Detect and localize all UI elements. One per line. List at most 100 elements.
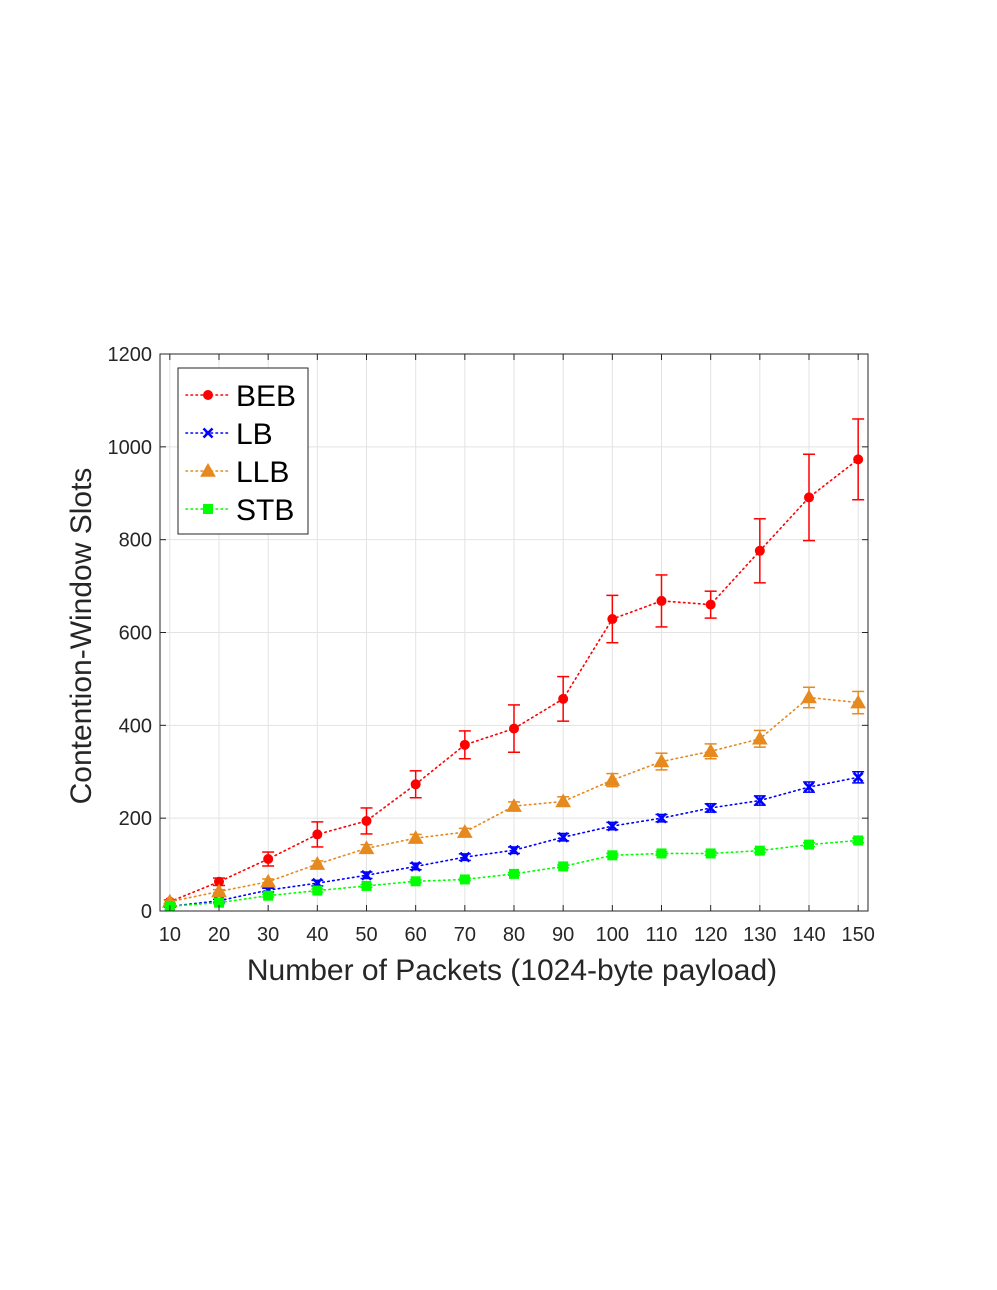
x-tick-label: 10 <box>159 924 181 946</box>
legend-label: LB <box>236 418 273 451</box>
legend-marker <box>203 390 213 400</box>
data-point-llb <box>309 856 326 870</box>
data-point-llb <box>555 793 572 808</box>
data-point-llb <box>506 798 522 812</box>
legend-label: STB <box>236 494 294 527</box>
legend-label: BEB <box>236 380 296 413</box>
y-axis-label: Contention-Window Slots <box>65 468 98 805</box>
y-tick-label: 400 <box>119 715 152 737</box>
data-point-llb <box>801 689 817 704</box>
data-point-stb <box>263 890 274 901</box>
ticks <box>160 353 868 912</box>
y-tick-label: 800 <box>119 530 152 552</box>
marker-stroke <box>361 869 372 881</box>
marker-stroke <box>606 820 618 832</box>
x-tick-label: 70 <box>454 924 476 946</box>
data-point-beb <box>410 779 421 790</box>
data-point-lb <box>705 802 717 814</box>
data-point-stb <box>607 850 618 861</box>
data-point-beb <box>509 723 519 734</box>
data-point-llb <box>751 730 768 745</box>
x-tick-label: 150 <box>841 924 874 946</box>
x-axis-label: Number of Packets (1024-byte payload) <box>247 954 777 987</box>
x-tick-label: 90 <box>552 924 574 946</box>
data-point-beb <box>558 693 569 704</box>
data-point-beb <box>705 599 716 610</box>
legend-box <box>177 367 309 535</box>
legend-marker <box>200 462 216 477</box>
series-layer <box>161 418 867 912</box>
legend-item-lb: LB <box>185 418 273 451</box>
data-point-stb <box>410 876 421 887</box>
data-point-stb <box>804 839 814 850</box>
data-point-lb <box>852 771 864 783</box>
data-point-beb <box>754 545 765 556</box>
y-tick-label: 600 <box>119 623 152 645</box>
x-tick-label: 100 <box>596 924 629 946</box>
legend-label: LLB <box>236 456 289 489</box>
tick-labels: 10 20 30 40 50 60 70 80 90 100 110 120 130 140 150 0 200… <box>108 344 875 946</box>
x-tick-label: 50 <box>355 924 377 946</box>
x-tick-label: 110 <box>646 924 678 946</box>
data-point-lb <box>754 795 766 806</box>
data-point-stb <box>312 885 323 896</box>
x-tick-label: 120 <box>694 924 727 946</box>
data-point-llb <box>456 824 473 838</box>
data-point-stb <box>361 880 372 891</box>
legend-marker <box>202 427 214 439</box>
legend: BEB LB LLB STB <box>177 367 309 535</box>
data-point-lb <box>557 831 569 843</box>
data-point-beb <box>263 854 274 865</box>
data-point-lb <box>606 820 618 832</box>
data-point-llb <box>604 772 621 786</box>
x-tick-label: 20 <box>208 924 230 946</box>
data-point-stb <box>558 861 569 872</box>
data-point-llb <box>407 830 424 844</box>
data-point-beb <box>804 492 814 503</box>
data-point-lb <box>459 851 471 863</box>
series-llb <box>161 686 867 908</box>
x-tick-label: 140 <box>792 924 825 946</box>
x-tick-label: 80 <box>503 924 525 946</box>
data-point-stb <box>509 868 519 879</box>
data-point-beb <box>361 815 372 826</box>
data-point-beb <box>607 614 618 625</box>
y-tick-label: 0 <box>141 901 152 923</box>
data-point-lb <box>410 861 422 872</box>
data-point-llb <box>850 694 867 709</box>
data-point-llb <box>260 873 277 888</box>
marker-stroke <box>410 861 422 872</box>
x-tick-label: 60 <box>405 924 427 946</box>
y-tick-label: 1200 <box>108 344 153 366</box>
marker-stroke <box>202 427 214 439</box>
marker-stroke <box>803 781 815 793</box>
marker-stroke <box>705 802 717 814</box>
marker-stroke <box>459 851 471 863</box>
marker-stroke <box>656 812 667 824</box>
data-point-llb <box>358 840 375 855</box>
marker-stroke <box>754 795 766 806</box>
data-point-llb <box>653 753 670 768</box>
data-point-llb <box>211 883 227 898</box>
series-line-lb <box>169 776 859 908</box>
x-tick-label: 30 <box>257 924 279 946</box>
y-tick-label: 1000 <box>108 437 153 459</box>
legend-marker <box>203 504 213 514</box>
series-stb <box>163 835 865 912</box>
marker-stroke <box>557 831 569 843</box>
data-point-lb <box>656 812 667 824</box>
data-point-llb <box>702 743 719 758</box>
x-tick-label: 130 <box>743 924 776 946</box>
data-point-beb <box>459 739 470 750</box>
data-point-lb <box>508 844 520 856</box>
y-tick-label: 200 <box>119 808 152 830</box>
series-beb <box>163 418 865 907</box>
data-point-stb <box>853 835 864 846</box>
data-point-lb <box>361 869 372 881</box>
legend-item-stb: STB <box>185 494 294 527</box>
marker-stroke <box>852 771 864 783</box>
data-point-stb <box>656 848 667 859</box>
data-point-beb <box>312 829 323 840</box>
